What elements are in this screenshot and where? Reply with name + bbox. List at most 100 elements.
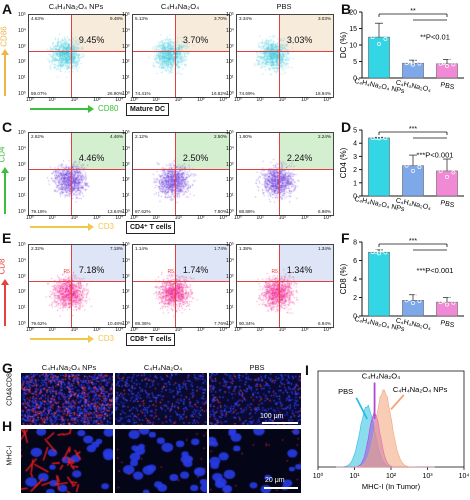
flow-ytick: 10³ [122,161,130,168]
gate-line-horizontal [237,281,333,283]
gate-line-horizontal [133,281,229,283]
flow-xtick: 10³ [196,97,205,103]
y-tick-label: 8 [353,240,357,247]
y-tick-label: 4 [353,277,357,284]
quadrant-tl: 4.63% [31,16,45,21]
bar [368,36,390,79]
data-point [373,31,378,36]
data-point [445,64,449,68]
flow-ytick: 10² [122,59,130,66]
panel-letter-g: G [2,360,13,376]
g-side-label: CD4&CD8 [6,373,14,406]
p-value-annotation: **P<0.01 [420,33,450,42]
flow-xtick: 10¹ [152,327,160,333]
flow-yaxis-arrow [4,284,6,326]
data-point [414,294,419,299]
flow-xtick: 10³ [300,327,309,333]
data-point [407,161,412,165]
flow-ytick: 10⁰ [18,90,26,97]
flow-ytick: 10⁰ [122,208,130,215]
flow-xtick: 10⁰ [26,215,34,221]
bar [368,137,390,197]
label-free: C₄H₄Na₂O₄ [362,372,400,381]
gate-line-vertical [175,133,177,215]
flow-xtick: 10⁰ [234,97,242,103]
flow-ytick: 10⁵ [122,12,130,18]
flow-yaxis-arrow [4,172,6,214]
quadrant-tr: 9.48% [109,16,123,21]
flow-xaxis-arrowhead [88,335,94,343]
y-tick-label: 3 [353,154,357,161]
gate-line-vertical [279,15,281,97]
data-point [451,62,456,67]
flow-dots [29,15,125,97]
flow-ylabel: CD86 [0,26,9,47]
flow-yaxis-arrow [4,54,6,96]
scale-bar-g-label: 100 μm [260,413,284,420]
data-point [451,300,456,305]
micrograph-g-free [115,373,207,425]
quadrant-br: 13.64% [107,209,123,214]
flow-ytick: 10³ [122,273,130,280]
flow-yaxis-arrowhead [1,279,9,285]
quadrant-bl: 87.62% [135,209,151,214]
flow-ytick: 10² [122,289,130,296]
flow-xtick: 10² [70,327,79,333]
column-title-pbs: PBS [276,2,292,11]
flow-dots [237,245,333,327]
data-point [380,24,385,29]
gate-line-horizontal [29,169,125,171]
quadrant-bl: 89.36% [135,321,151,326]
flow-ytick: 10¹ [226,75,234,82]
data-point [448,58,453,63]
flow-xtick: 10² [70,215,79,221]
quadrant-tl: 2.32% [31,246,45,251]
data-point [441,299,446,303]
y-axis-label: DC (%) [339,32,348,59]
quadrant-percentage: 9.45% [78,34,105,45]
scale-bar-h-label: 20 μm [265,477,285,484]
quadrant-tr: 3.70% [213,16,227,21]
quadrant-tl: 1.38% [239,246,253,251]
quadrant-tl: 2.12% [135,134,149,139]
flow-ytick: 10⁵ [122,242,130,248]
flow-dots [29,245,125,327]
quadrant-percentage: 7.18% [78,264,105,275]
gate-line-horizontal [133,51,229,53]
quadrant-br: 7.80% [213,209,227,214]
flow-ytick: 10⁵ [226,130,234,136]
data-point [445,302,449,307]
flow-xtick: 10⁴ [115,97,124,103]
flow-dots [133,133,229,215]
flow-ytick: 10³ [122,43,130,50]
flow-xtick: 10⁴ [323,97,332,103]
data-point [377,42,381,46]
flow-ytick: 10² [18,59,26,66]
flow-xtick: 10³ [196,215,205,221]
flow-xtick: 10⁰ [26,327,34,333]
flow-xtick: 10¹ [152,215,160,221]
data-point [380,248,385,253]
y-tick-label: 5 [353,59,357,66]
micrograph-g-pbs [209,373,301,425]
flow-xtick: 10² [278,215,287,221]
flow-ylabel: CD4 [0,146,7,163]
flow-ytick: 10⁰ [226,208,234,215]
flow-xlabel: CD3 [98,222,115,231]
quadrant-tr: 4.46% [109,134,123,139]
flow-xaxis-arrow [30,338,90,340]
data-point [404,163,409,168]
flow-xlabel: CD3 [98,334,115,343]
arrow-nps [390,394,405,410]
quadrant-bl: 79.18% [31,209,47,214]
y-tick-label: 20 [349,10,357,17]
flow-ylabel: CD8 [0,258,7,275]
population-label: Mature DC [126,103,170,116]
y-tick-label: 0 [353,194,357,201]
bar [402,62,424,79]
quadrant-tr: 3.03% [317,16,331,21]
quadrant-bl: 74.41% [135,91,151,96]
quadrant-percentage: 3.70% [182,34,209,45]
flow-ytick: 10⁴ [18,27,26,34]
data-point [448,296,453,301]
